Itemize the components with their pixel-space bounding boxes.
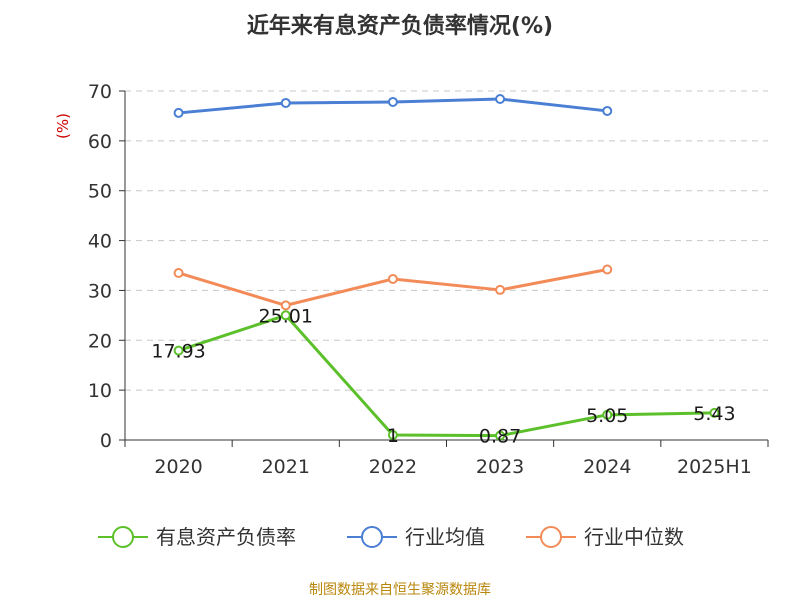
y-tick-label: 60 — [88, 131, 112, 153]
data-point — [709, 407, 720, 418]
x-tick-label: 2023 — [476, 456, 524, 478]
x-tick-label: 2021 — [262, 456, 310, 478]
legend-marker — [112, 526, 134, 548]
data-point — [280, 300, 291, 311]
series-layer — [173, 93, 720, 441]
legend-label: 行业中位数 — [584, 525, 684, 549]
data-point — [173, 107, 184, 118]
legend-marker — [540, 526, 562, 548]
data-point — [387, 273, 398, 284]
data-label: 0.87 — [479, 426, 521, 448]
data-point — [387, 96, 398, 107]
x-tick-label: 2025H1 — [677, 456, 752, 478]
x-tick-label: 2022 — [369, 456, 417, 478]
data-labels: 17.93 25.01 1 0.87 5.05 5.43 — [151, 305, 735, 447]
data-point — [602, 409, 613, 420]
legend: 有息资产负债率 行业均值 行业中位数 — [98, 525, 684, 549]
source-footer: 制图数据来自恒生聚源数据库 — [309, 582, 491, 598]
series-line — [178, 313, 715, 438]
y-tick-label: 20 — [88, 330, 112, 352]
data-point — [495, 93, 506, 104]
y-tick-label: 0 — [100, 430, 112, 452]
legend-label: 行业均值 — [405, 525, 485, 549]
data-point — [173, 345, 184, 356]
x-tick-label: 2024 — [583, 456, 631, 478]
data-point — [602, 264, 613, 275]
y-tick-label: 10 — [88, 380, 112, 402]
data-point — [173, 267, 184, 278]
data-point — [280, 310, 291, 321]
y-tick-label: 40 — [88, 231, 112, 253]
data-point — [495, 284, 506, 295]
data-label: 25.01 — [259, 305, 313, 327]
data-label: 17.93 — [151, 341, 205, 363]
y-tick-label: 70 — [88, 81, 112, 103]
axes: 0 10 20 30 40 50 60 70 2020 2021 2022 2023 2024 2025H… — [88, 81, 769, 478]
y-tick-label: 50 — [88, 181, 112, 203]
data-point — [495, 430, 506, 441]
data-point — [280, 97, 291, 108]
data-label: 5.05 — [586, 405, 628, 427]
legend-label: 有息资产负债率 — [156, 525, 296, 549]
legend-item: 有息资产负债率 — [98, 525, 296, 549]
y-axis-label: (%) — [54, 113, 72, 139]
y-tick-label: 30 — [88, 280, 112, 302]
grid-lines — [125, 90, 768, 391]
data-point — [602, 105, 613, 116]
legend-marker — [361, 526, 383, 548]
x-tick-label: 2020 — [154, 456, 202, 478]
chart-title: 近年来有息资产负债率情况(%) — [247, 13, 553, 39]
data-label: 1 — [387, 425, 399, 447]
legend-item: 行业中位数 — [526, 525, 684, 549]
data-point — [387, 430, 398, 441]
data-label: 5.43 — [693, 403, 735, 425]
legend-item: 行业均值 — [347, 525, 485, 549]
